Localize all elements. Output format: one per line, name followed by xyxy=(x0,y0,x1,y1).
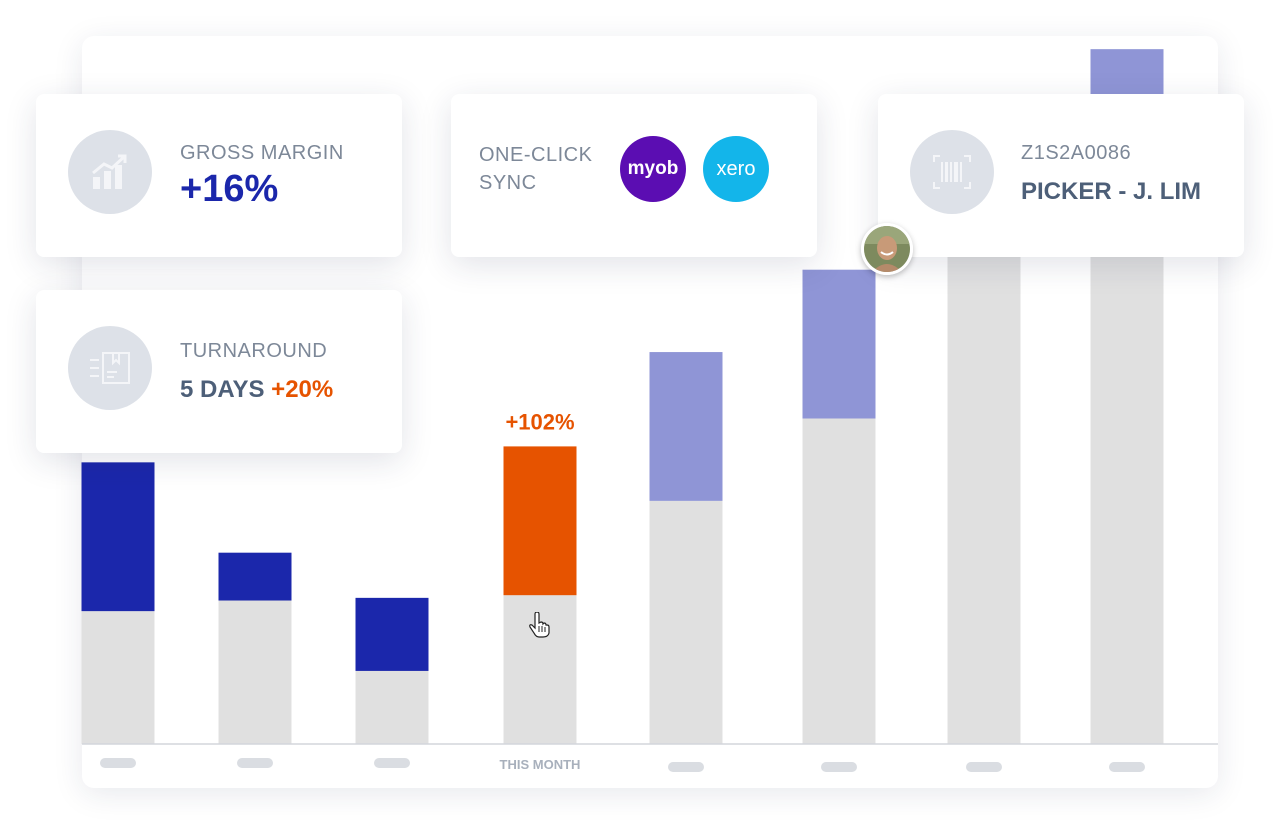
turnaround-label: TURNAROUND xyxy=(180,340,328,362)
turnaround-value: 5 DAYS xyxy=(180,376,265,403)
bar-base-4[interactable] xyxy=(503,595,577,744)
picker-card: Z1S2A0086 PICKER - J. LIM xyxy=(878,94,1244,257)
turnaround-value-line: 5 DAYS +20% xyxy=(180,376,333,404)
x-tick-placeholder-2 xyxy=(237,758,273,768)
x-tick-placeholder-1 xyxy=(100,758,136,768)
myob-logo-text: myob xyxy=(627,158,679,179)
x-tick-placeholder-5 xyxy=(668,762,704,772)
gross-margin-value: +16% xyxy=(180,168,279,210)
bar-segment-2[interactable] xyxy=(218,552,292,601)
bar-base-3[interactable] xyxy=(355,670,429,744)
fast-delivery-icon xyxy=(68,326,152,410)
bar-segment-1[interactable] xyxy=(81,462,155,612)
picker-name: PICKER - J. LIM xyxy=(1021,178,1202,205)
x-tick-placeholder-7 xyxy=(966,762,1002,772)
x-tick-placeholder-3 xyxy=(374,758,410,768)
one-click-sync-card: ONE-CLICK SYNC myob xero xyxy=(451,94,817,257)
gross-margin-card: GROSS MARGIN +16% xyxy=(36,94,402,257)
hand-cursor-icon xyxy=(529,612,550,638)
avatar[interactable] xyxy=(861,223,913,275)
bar-base-2[interactable] xyxy=(218,600,292,744)
turnaround-change: +20% xyxy=(271,376,334,403)
xero-logo-text: xero xyxy=(716,157,756,180)
myob-logo[interactable]: myob xyxy=(620,136,686,202)
x-tick-label-this-month: THIS MONTH xyxy=(500,757,581,772)
bar-segment-3[interactable] xyxy=(355,597,429,671)
xero-logo[interactable]: xero xyxy=(703,136,769,202)
bar-base-7[interactable] xyxy=(947,245,1021,745)
bar-base-1[interactable] xyxy=(81,611,155,744)
turnaround-card: TURNAROUND 5 DAYS +20% xyxy=(36,290,402,453)
highlight-data-label: +102% xyxy=(505,409,574,434)
x-tick-placeholder-8 xyxy=(1109,762,1145,772)
picker-code: Z1S2A0086 xyxy=(1021,142,1132,164)
growth-chart-icon xyxy=(68,130,152,214)
bar-segment-4[interactable] xyxy=(503,446,577,596)
bar-base-8[interactable] xyxy=(1090,197,1164,744)
bar-base-6[interactable] xyxy=(802,418,876,745)
sync-label-line1: ONE-CLICK xyxy=(479,144,593,166)
x-tick-placeholder-6 xyxy=(821,762,857,772)
barcode-scan-icon xyxy=(910,130,994,214)
bar-base-5[interactable] xyxy=(649,500,723,744)
bar-segment-6[interactable] xyxy=(802,269,876,419)
sync-label-line2: SYNC xyxy=(479,172,537,194)
bar-segment-5[interactable] xyxy=(649,352,723,501)
gross-margin-label: GROSS MARGIN xyxy=(180,142,344,164)
